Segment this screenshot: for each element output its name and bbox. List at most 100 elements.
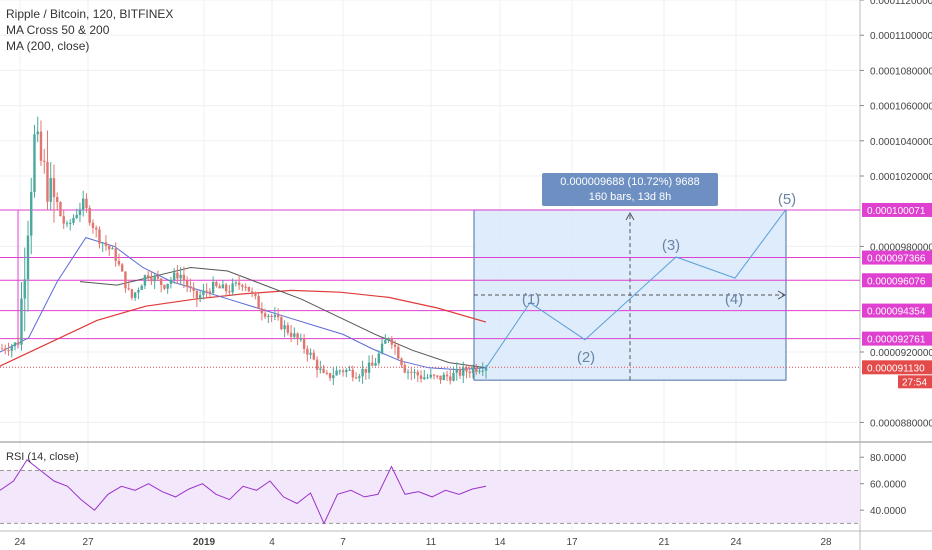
candle-body [107,245,111,250]
current-price-label: 0.000091130 [867,363,925,374]
price-level-tag-label: 0.000094354 [867,307,926,318]
candle-body [208,291,212,294]
candle-body [263,313,267,317]
candle-body [364,368,368,373]
time-axis-label: 7 [340,537,346,548]
candle-body [159,278,163,285]
candle-body [182,274,186,281]
candle-body [69,222,72,224]
candle-body [286,325,290,333]
candle-body [452,372,455,381]
candle-body [361,368,364,377]
price-level-tag-label: 0.000097366 [867,254,926,265]
candle-body [30,191,33,236]
candle-body [198,295,202,299]
candle-body [43,160,46,162]
price-axis-label: 0.0001040000 [870,137,932,148]
time-axis-label: 28 [820,537,832,548]
candle-body [484,366,488,371]
candle-body [49,178,52,202]
candle-body [195,290,199,299]
candle-body [163,284,166,289]
price-level-tag [862,202,932,217]
candle-body [117,260,121,265]
candle-body [146,275,150,278]
candle-body [416,371,419,376]
candle-body [237,282,241,286]
candle-body [374,363,377,366]
ma-cross-slow-line [79,266,487,369]
candle-body [403,365,406,373]
candle-body [257,295,260,309]
candle-body [465,367,468,372]
candle-body [335,370,338,376]
measure-tooltip-line1: 0.000009688 (10.72%) 9688 [560,176,700,188]
candle-body [59,202,62,217]
candle-body [296,333,299,340]
projection-arrow-head-up [625,211,635,221]
candle-body [462,367,465,376]
projection-arrow-head-right [777,290,787,300]
candle-body [468,371,471,374]
rsi-title[interactable]: RSI (14, close) [6,451,79,463]
candle-body [234,282,238,284]
price-level-tag [862,331,932,346]
countdown-label: 27:54 [902,377,927,388]
candle-body [46,161,49,202]
candle-body [293,333,296,337]
candle-body [20,298,23,345]
candle-body [218,286,221,289]
ma-cross-fast-line [0,237,487,371]
price-axis-label: 0.0001080000 [870,66,932,77]
legend-ma-200[interactable]: MA (200, close) [6,39,90,53]
wave-label: (4) [725,291,743,308]
candle-body [377,353,381,364]
candle-body [332,375,335,379]
rsi-line [0,459,487,525]
legend-symbol[interactable]: Ripple / Bitcoin, 120, BITFINEX [6,7,174,21]
candle-body [478,370,481,372]
candle-body [39,131,43,161]
candle-body [345,370,348,373]
candle-body [85,198,88,209]
candle-body [72,217,75,223]
candle-body [423,377,426,380]
candle-body [7,350,10,352]
candle-body [111,248,114,250]
candle-body [397,346,400,359]
candle-body [348,369,351,371]
wave-label: (3) [662,237,680,254]
candle-body [280,317,283,330]
candle-body [367,362,371,373]
candle-body [124,271,127,289]
candle-body [283,325,286,330]
candle-body [179,274,182,279]
candle-body [98,229,101,244]
candle-body [17,342,20,345]
candle-body [153,275,156,282]
candle-body [325,372,329,374]
candle-body [130,289,134,298]
time-axis-label: 27 [82,537,94,548]
candle-body [62,216,65,224]
candle-body [33,134,36,192]
candle-body [306,348,309,355]
candle-body [78,209,82,215]
rsi-axis-label: 60.0000 [870,480,907,491]
price-axis-label: 0.0001060000 [870,102,932,113]
candle-body [432,374,436,376]
price-axis-label: 0.0000920000 [870,348,932,359]
candle-body [202,290,205,296]
time-axis-label: 4 [269,537,275,548]
legend-ma-cross[interactable]: MA Cross 50 & 200 [6,23,110,37]
legend: Ripple / Bitcoin, 120, BITFINEX MA Cross… [6,6,173,54]
candle-body [244,286,247,288]
candle-body [276,315,280,318]
candle-body [231,283,234,293]
price-axis-label: 0.0000980000 [870,242,932,253]
candle-body [26,235,30,280]
candle-body [436,375,439,377]
candle-body [169,279,173,284]
